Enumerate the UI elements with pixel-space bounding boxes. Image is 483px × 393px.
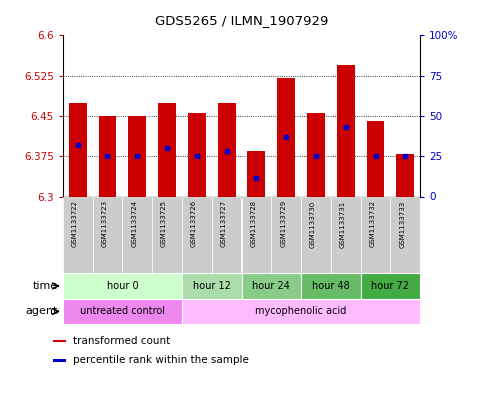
Text: hour 24: hour 24 [252,281,290,291]
Text: hour 12: hour 12 [193,281,231,291]
Text: GSM1133724: GSM1133724 [131,200,137,247]
Bar [337,65,355,196]
Text: GSM1133723: GSM1133723 [101,200,108,248]
Text: GSM1133733: GSM1133733 [399,200,405,248]
Text: GDS5265 / ILMN_1907929: GDS5265 / ILMN_1907929 [155,14,328,27]
Bar [122,196,152,273]
Text: time: time [33,281,58,291]
Bar [242,196,271,273]
Bar [390,196,420,273]
Bar [182,299,420,324]
Bar [218,103,236,196]
Bar [361,273,420,299]
Bar [128,116,146,196]
Bar [63,299,182,324]
Text: GSM1133732: GSM1133732 [369,200,376,248]
Text: GSM1133729: GSM1133729 [280,200,286,248]
Bar [99,116,116,196]
Bar [69,103,86,196]
Bar [307,113,325,196]
Bar [63,273,182,299]
Text: hour 48: hour 48 [312,281,350,291]
Text: GSM1133722: GSM1133722 [71,200,78,247]
Bar [158,103,176,196]
Text: GSM1133725: GSM1133725 [161,200,167,247]
Bar [242,273,301,299]
Text: GSM1133728: GSM1133728 [250,200,256,248]
Text: percentile rank within the sample: percentile rank within the sample [73,355,249,365]
Text: hour 0: hour 0 [107,281,138,291]
Bar [212,196,242,273]
Bar [93,196,122,273]
Bar [331,196,361,273]
Bar [271,196,301,273]
Bar [182,196,212,273]
Bar [247,151,265,196]
Bar [152,196,182,273]
Bar [182,273,242,299]
Text: untreated control: untreated control [80,307,165,316]
Text: agent: agent [26,307,58,316]
Bar [53,359,66,362]
Text: GSM1133726: GSM1133726 [191,200,197,248]
Text: GSM1133730: GSM1133730 [310,200,316,248]
Text: transformed count: transformed count [73,336,170,346]
Bar [53,340,66,342]
Bar [361,196,390,273]
Text: GSM1133727: GSM1133727 [221,200,227,248]
Bar [63,196,93,273]
Bar [367,121,384,196]
Bar [397,154,414,196]
Text: hour 72: hour 72 [371,281,410,291]
Bar [301,273,361,299]
Text: GSM1133731: GSM1133731 [340,200,346,248]
Bar [277,78,295,196]
Bar [188,113,206,196]
Bar [301,196,331,273]
Text: mycophenolic acid: mycophenolic acid [256,307,347,316]
